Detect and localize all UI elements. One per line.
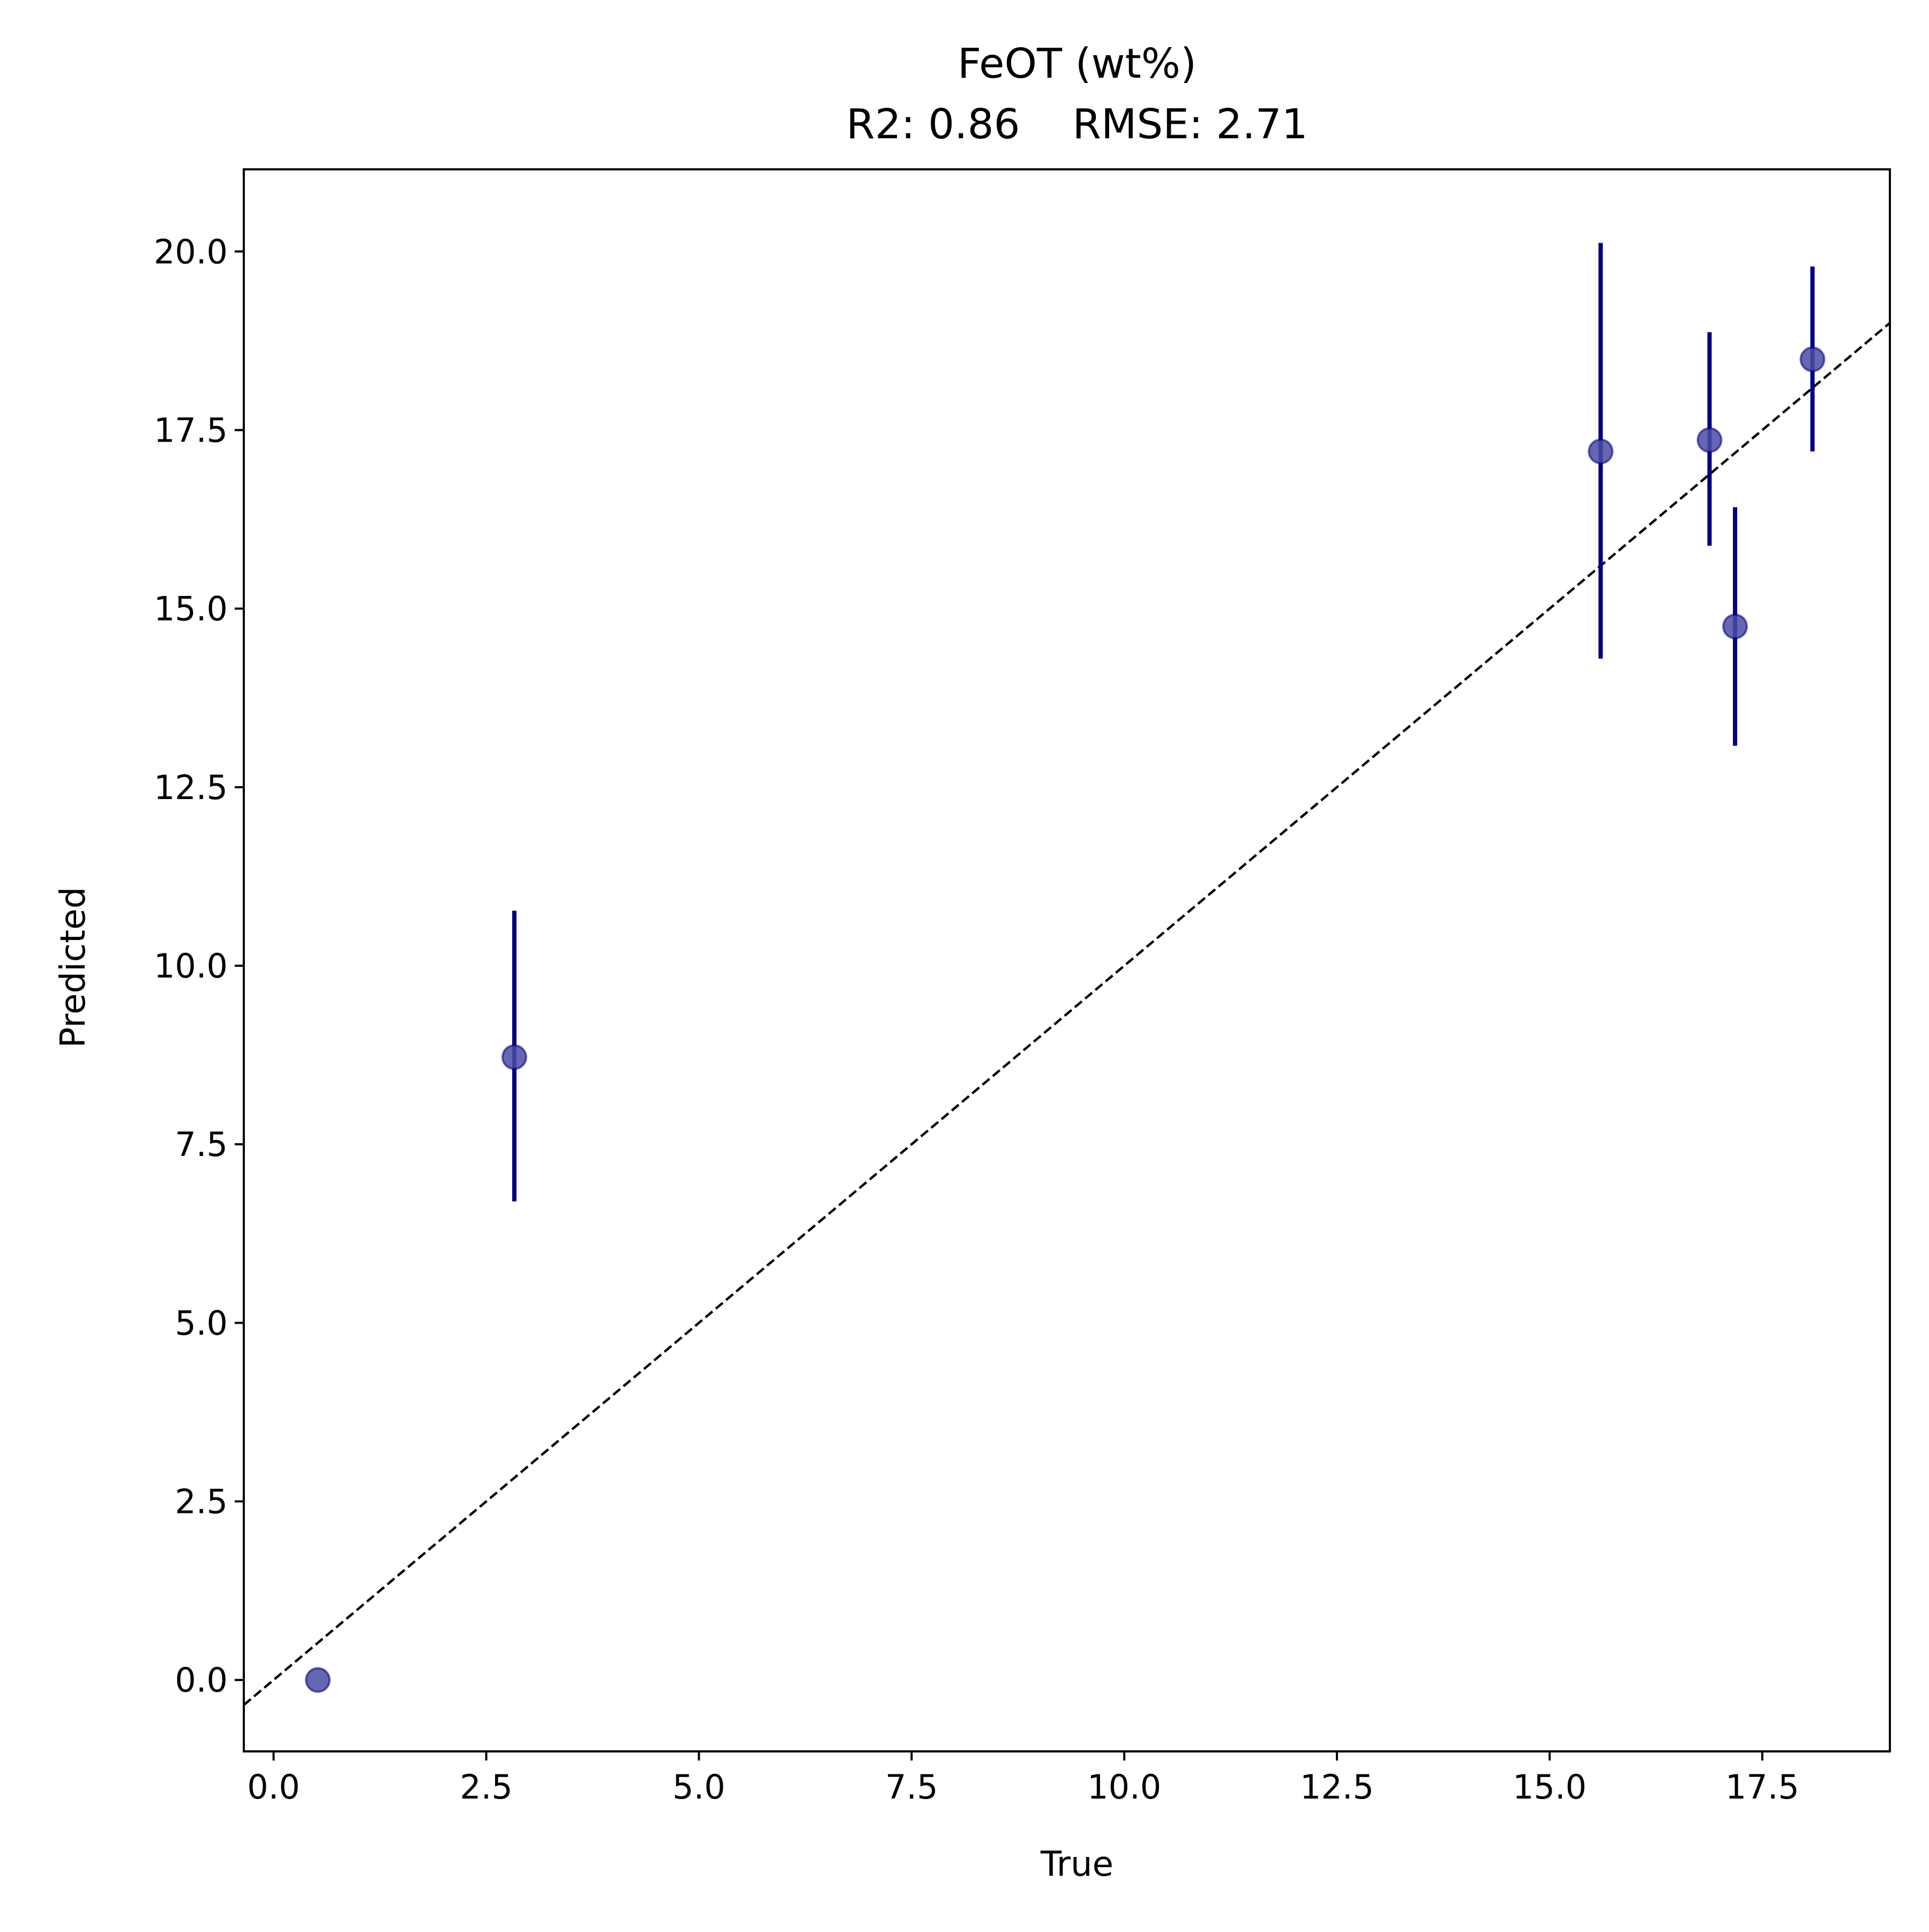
data-point [1799, 346, 1826, 372]
x-tick-label: 5.0 [672, 1767, 726, 1807]
y-tick-label: 17.5 [154, 411, 228, 450]
x-tick-label: 17.5 [1725, 1767, 1799, 1807]
y-tick-label: 12.5 [154, 768, 228, 807]
chart-subtitle: R2: 0.86 RMSE: 2.71 [846, 101, 1308, 148]
y-axis-label: Predicted [54, 887, 93, 1048]
data-point [501, 1044, 527, 1070]
plot-frame [243, 168, 1891, 1752]
y-tick-label: 10.0 [154, 946, 228, 986]
data-point [1588, 438, 1614, 465]
plot-area: 0.0 2.5 5.0 7.5 10.0 12.5 15.0 17.5 0.0 2.5 5.0 7.5… [154, 168, 1891, 1807]
y-tick-label: 15.0 [154, 590, 228, 629]
y-tick-label: 20.0 [154, 232, 228, 271]
data-point [305, 1667, 331, 1693]
data-point [1696, 427, 1723, 453]
x-tick-label: 15.0 [1513, 1767, 1587, 1807]
y-tick-label: 0.0 [175, 1661, 228, 1700]
x-tick-label: 12.5 [1300, 1767, 1374, 1807]
x-tick-label: 2.5 [460, 1767, 513, 1807]
x-tick-label: 0.0 [247, 1767, 300, 1807]
data-point [1722, 613, 1748, 639]
x-axis-label: True [1040, 1845, 1113, 1884]
x-tick-label: 7.5 [885, 1767, 938, 1807]
reference-line [244, 322, 1890, 1706]
y-tick-label: 5.0 [175, 1303, 228, 1342]
y-tick-label: 7.5 [175, 1125, 228, 1164]
x-tick-label: 10.0 [1087, 1767, 1161, 1807]
y-tick-label: 2.5 [175, 1482, 228, 1521]
chart-title: FeOT (wt%) [958, 40, 1197, 88]
